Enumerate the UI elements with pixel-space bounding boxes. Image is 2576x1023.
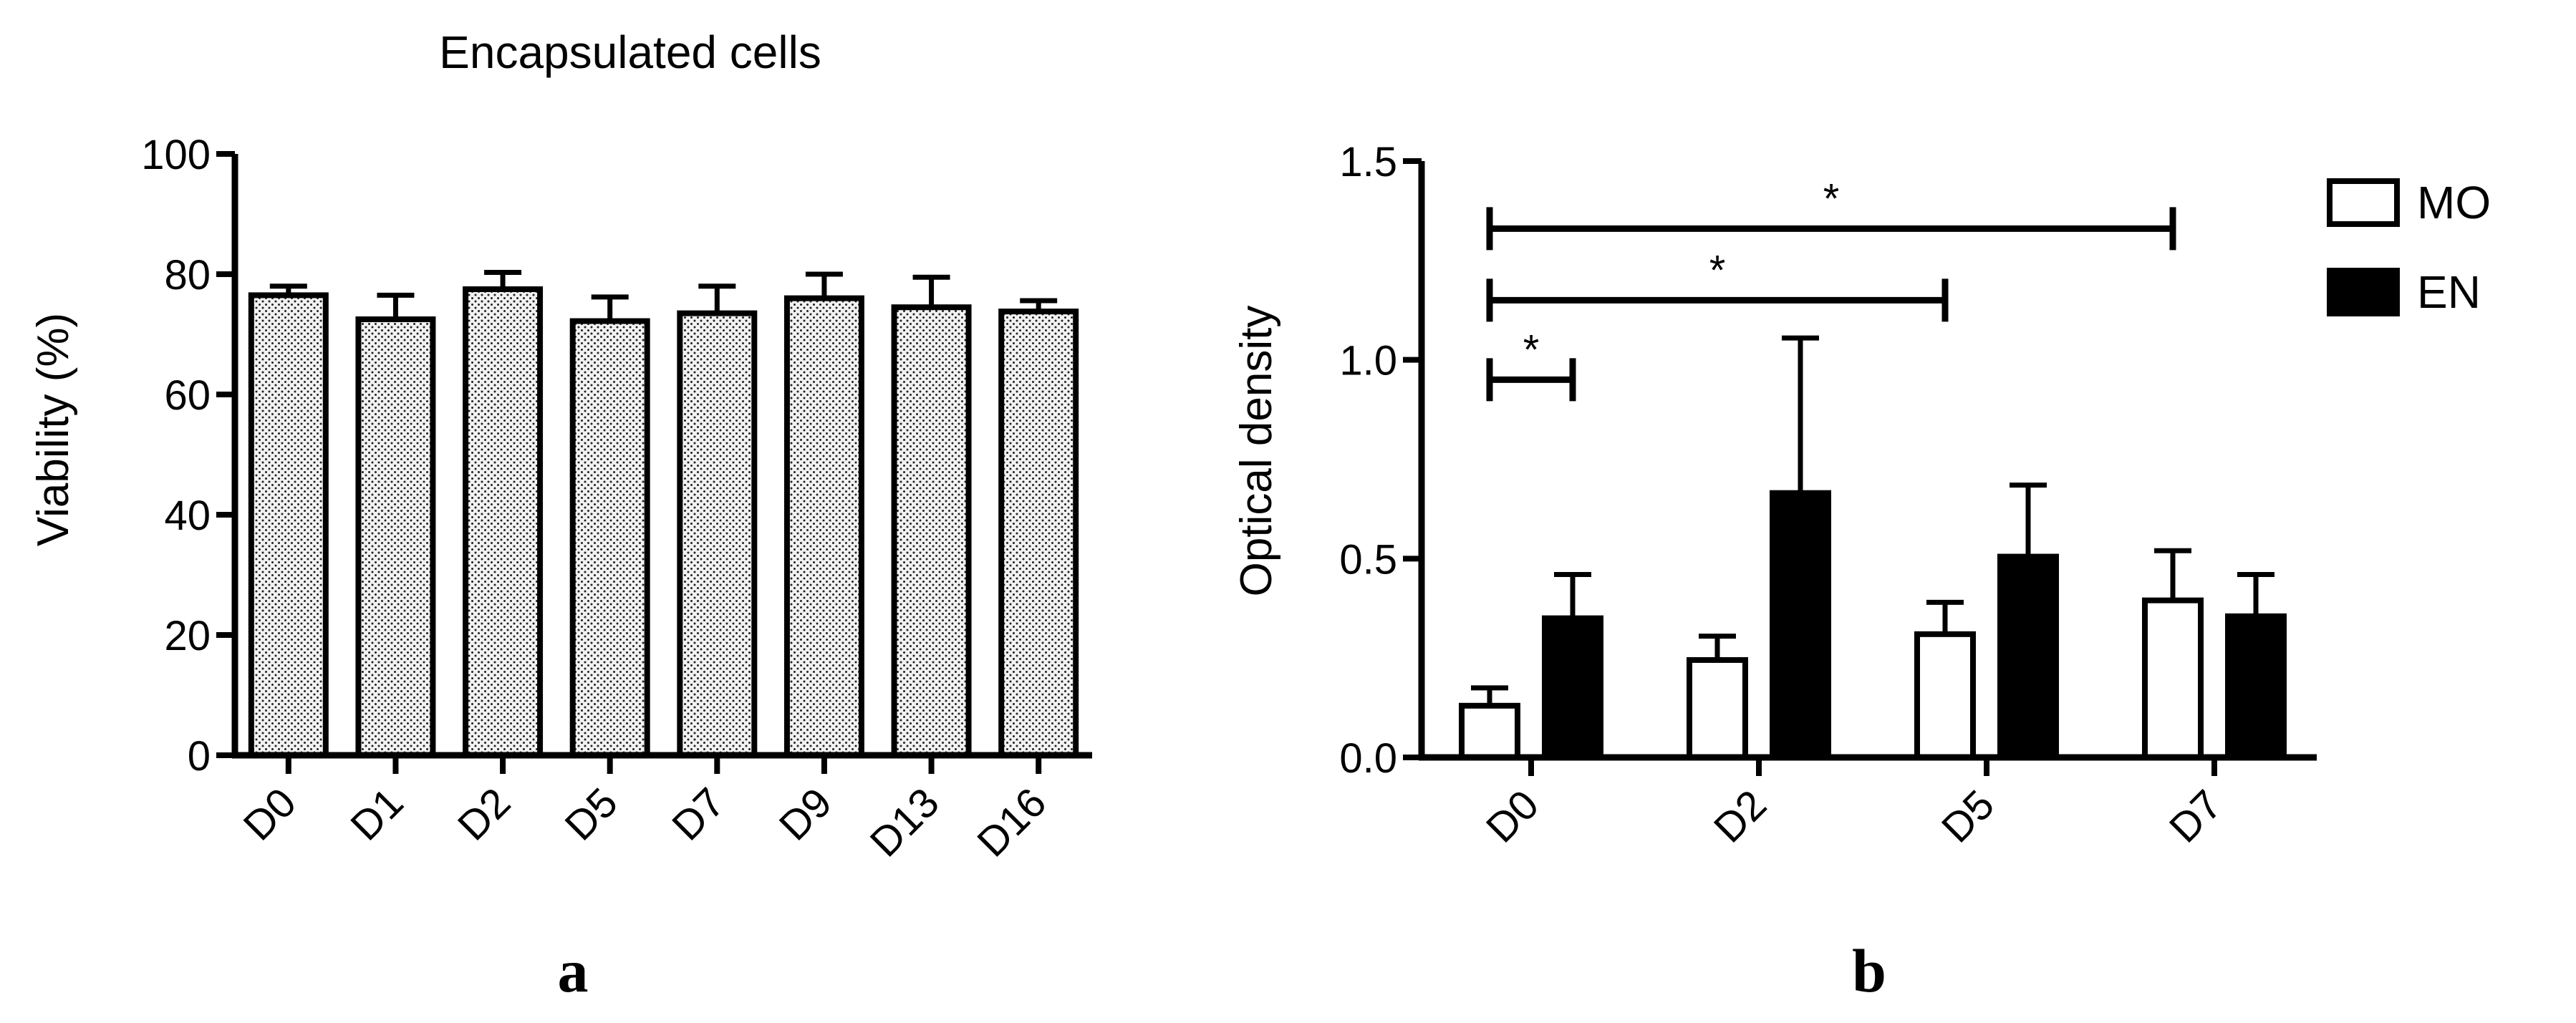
bar — [248, 292, 329, 758]
y-tick-label: 0.0 — [1339, 735, 1397, 782]
chart-b-x-tick-labels: D0 D2 D5 D7 — [1477, 757, 2231, 852]
y-tick-label: 20 — [164, 613, 211, 659]
bar-en — [1542, 615, 1603, 761]
legend-label-mo: MO — [2417, 177, 2491, 228]
y-tick-label: 0.5 — [1339, 536, 1397, 583]
bar — [569, 318, 650, 758]
significance-label: * — [1823, 175, 1840, 222]
x-tick-label: D7 — [2161, 781, 2231, 851]
bar-mo — [2142, 597, 2204, 760]
chart-a-y-ticks: 0 20 40 60 80 100 — [141, 132, 235, 780]
chart-a-panel-label: a — [558, 936, 589, 1005]
bar-en — [1770, 490, 1831, 760]
bar — [783, 295, 864, 759]
y-tick-label: 1.5 — [1339, 139, 1397, 185]
chart-panel-a: Encapsulated cells Viability (%) 0 20 40 60… — [29, 26, 1092, 1005]
chart-b-y-axis-label: Optical density — [1232, 306, 1281, 597]
chart-b-error-bars — [1471, 335, 2274, 706]
bar — [998, 309, 1079, 758]
x-tick-label: D5 — [1933, 781, 2003, 851]
bar — [355, 316, 436, 758]
legend-label-en: EN — [2417, 266, 2481, 318]
chart-b-bars — [1459, 490, 2287, 761]
x-tick-label: D2 — [1705, 781, 1775, 851]
chart-b-panel-label: b — [1852, 936, 1886, 1005]
chart-a-error-bars — [269, 269, 1058, 321]
x-tick-label: D9 — [771, 779, 841, 849]
bar-en — [1997, 553, 2059, 760]
x-tick-label: D7 — [663, 779, 733, 849]
legend-swatch-en — [2327, 268, 2400, 316]
y-tick-label: 80 — [164, 252, 211, 299]
chart-a-y-axis-label: Viability (%) — [29, 313, 78, 546]
bar-en — [2225, 613, 2287, 761]
x-tick-label: D0 — [235, 779, 305, 849]
chart-b-significance-brackets: * * * — [1486, 175, 2176, 402]
y-tick-label: 100 — [141, 132, 211, 178]
y-tick-label: 1.0 — [1339, 338, 1397, 384]
x-tick-label: D2 — [449, 779, 519, 849]
bar-mo — [1459, 702, 1520, 760]
y-tick-label: 0 — [188, 733, 211, 780]
bar — [677, 310, 758, 759]
chart-b-y-ticks: 0.0 0.5 1.0 1.5 — [1339, 139, 1422, 782]
chart-a-title: Encapsulated cells — [439, 26, 821, 78]
significance-label: * — [1709, 247, 1726, 294]
y-tick-label: 40 — [164, 493, 211, 539]
chart-panel-b: Optical density 0.00.51.01.5 D0 D2 D5 D7 **… — [1232, 139, 2491, 1005]
bar — [463, 286, 544, 758]
chart-b-legend: MO EN — [2327, 177, 2491, 318]
chart-a-bars — [248, 286, 1079, 759]
x-tick-label: D16 — [968, 779, 1055, 866]
chart-b-axes — [1418, 161, 2317, 761]
bar — [891, 304, 972, 758]
x-tick-label: D5 — [556, 779, 626, 849]
chart-a-axes — [231, 154, 1092, 759]
chart-a-x-tick-labels: D0 D1 D2 D5 D7 D9 D13 D16 — [235, 755, 1055, 866]
significance-label: * — [1523, 326, 1540, 373]
bar-mo — [1687, 656, 1748, 761]
legend-swatch-mo — [2327, 178, 2400, 227]
x-tick-label: D1 — [342, 779, 412, 849]
bar-mo — [1914, 631, 1976, 761]
x-tick-label: D13 — [862, 779, 948, 866]
y-tick-label: 60 — [164, 372, 211, 419]
x-tick-label: D0 — [1477, 781, 1548, 851]
